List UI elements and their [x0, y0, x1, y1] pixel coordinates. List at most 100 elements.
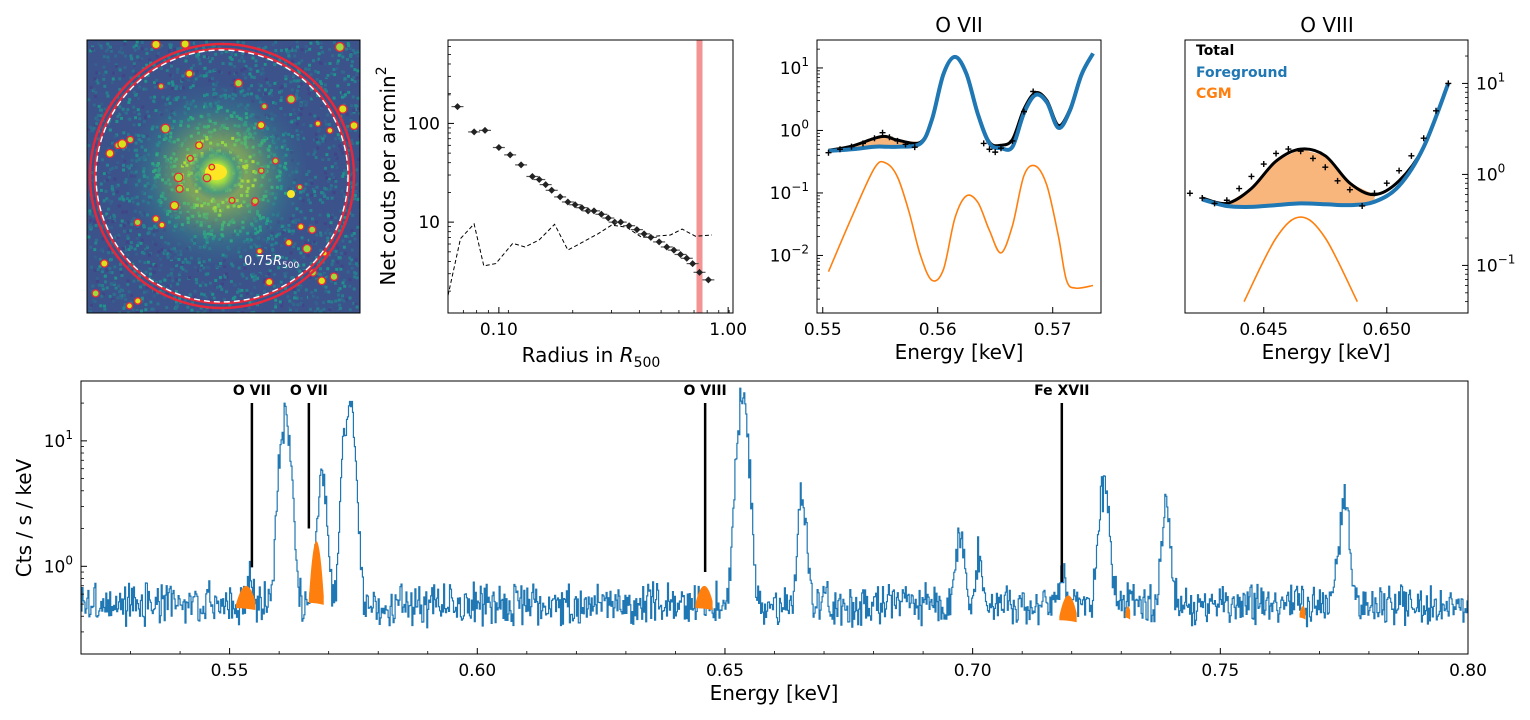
xray-map-pixel [249, 292, 253, 296]
xray-map-pixel [241, 311, 245, 313]
xray-map-pixel [354, 272, 358, 276]
xray-map-pixel [316, 140, 320, 144]
xray-map-pixel [339, 147, 343, 151]
xray-map-pixel [254, 49, 258, 53]
data-point [1211, 200, 1218, 207]
xray-map-pixel [97, 104, 101, 108]
xray-map-pixel [341, 91, 345, 94]
xray-map-pixel [356, 197, 360, 201]
xray-map-pixel [245, 288, 249, 292]
xray-map-pixel [346, 124, 350, 128]
xray-map-pixel [280, 85, 284, 89]
xray-map-pixel [236, 40, 240, 44]
xray-map-pixel [289, 311, 293, 313]
xray-map-pixel [354, 258, 358, 262]
xray-map-pixel [346, 270, 350, 274]
xray-map-pixel [187, 78, 191, 82]
xray-map-pixel [321, 139, 325, 143]
xray-map-pixel [239, 294, 243, 298]
xray-map-pixel [122, 131, 126, 135]
xray-map-pixel [214, 72, 217, 76]
xray-map-pixel [176, 47, 180, 51]
xray-map-pixel [338, 144, 342, 148]
xray-map-pixel [127, 290, 131, 294]
xray-map-pixel [348, 308, 352, 312]
xray-map-pixel [88, 223, 92, 227]
xray-map-pixel [89, 245, 93, 249]
xray-map-pixel [212, 44, 216, 48]
xray-map-pixel [350, 112, 354, 116]
xray-map-pixel [340, 95, 344, 99]
xray-map-pixel [155, 81, 159, 85]
xray-map-pixel [274, 305, 278, 309]
xray-map-pixel [287, 54, 291, 58]
point-source [158, 221, 166, 229]
xray-map-pixel [314, 288, 318, 292]
xray-map-panel: 0.75R500 [86, 39, 361, 314]
xray-map-pixel [309, 124, 313, 128]
xray-map-pixel [327, 300, 331, 303]
xray-map-pixel [324, 231, 328, 235]
xray-map-pixel [344, 298, 348, 302]
xray-map-pixel [109, 45, 112, 49]
full-spectrum-panel: O VII O VII O VIII Fe XVII 0.55 0.60 0.65 0.70… [12, 380, 1487, 705]
xray-map-pixel [92, 197, 96, 200]
xray-map-pixel [137, 46, 141, 50]
xray-map-pixel [317, 136, 321, 140]
xray-map-pixel [99, 188, 103, 192]
xray-map-pixel [242, 41, 245, 45]
xray-map-pixel [129, 54, 133, 58]
xray-map-pixel [100, 284, 104, 288]
xray-map-pixel [314, 69, 317, 73]
data-point [980, 140, 987, 147]
xray-map-pixel [284, 75, 288, 78]
xray-map-pixel [202, 293, 206, 297]
xray-map-pixel [130, 222, 134, 226]
xray-map-pixel [122, 74, 126, 78]
xray-map-pixel [332, 176, 336, 179]
xray-map-frame [86, 39, 361, 314]
xray-map-pixel [235, 49, 239, 53]
cgm-patch [695, 585, 713, 611]
xray-map-pixel [107, 171, 111, 175]
xray-map-pixel [351, 48, 355, 52]
point-source [286, 94, 296, 105]
xray-map-pixel [322, 307, 326, 311]
xray-map-pixel [156, 291, 160, 295]
x-tick-label: 0.645 [1239, 320, 1288, 340]
xray-map-pixel [283, 275, 287, 278]
xray-map-pixel [88, 212, 92, 216]
xray-map-pixel [93, 255, 97, 259]
xray-map-pixel [271, 257, 275, 261]
xray-map-pixel [296, 116, 300, 120]
xray-map-pixel [158, 311, 162, 313]
xray-map-pixel [184, 269, 188, 273]
xray-map-pixel [270, 93, 274, 97]
legend-total: Total [1196, 43, 1234, 59]
xray-map-pixel [297, 85, 301, 89]
xray-map-pixel [347, 83, 351, 87]
xray-map-pixel [342, 265, 346, 269]
xray-map-pixel [123, 248, 127, 252]
xray-map-pixel [152, 294, 156, 298]
xray-map-pixel [132, 123, 136, 127]
xray-map-pixel [104, 292, 108, 296]
xray-map-pixel [352, 287, 356, 291]
data-point [1248, 173, 1255, 180]
xray-map-pixel [302, 123, 306, 127]
xray-map-pixel [244, 52, 248, 56]
xray-map-pixel [240, 288, 244, 292]
xray-map-pixel [345, 112, 349, 116]
xray-map-pixel [272, 284, 276, 288]
xray-map-pixel [330, 300, 334, 304]
xray-map-pixel [318, 213, 322, 217]
xray-map-pixel [332, 283, 336, 287]
xray-map-pixel [137, 233, 141, 237]
xray-map-pixel [179, 46, 183, 50]
xray-map-pixel [328, 96, 332, 100]
xray-map-pixel [99, 114, 103, 118]
xray-map-pixel [335, 67, 339, 71]
xray-map-pixel [107, 175, 111, 179]
xray-map-pixel [198, 41, 202, 45]
xray-map-pixel [336, 133, 340, 137]
